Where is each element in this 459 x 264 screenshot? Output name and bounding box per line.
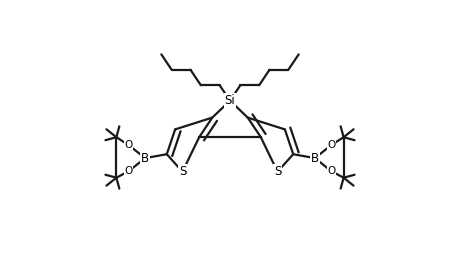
Text: Si: Si — [224, 94, 235, 107]
Text: B: B — [141, 152, 149, 165]
Text: B: B — [310, 152, 318, 165]
Text: O: O — [124, 166, 133, 176]
Text: O: O — [326, 140, 335, 150]
Text: S: S — [273, 165, 280, 178]
Text: S: S — [179, 165, 186, 178]
Text: O: O — [124, 140, 133, 150]
Text: O: O — [326, 166, 335, 176]
